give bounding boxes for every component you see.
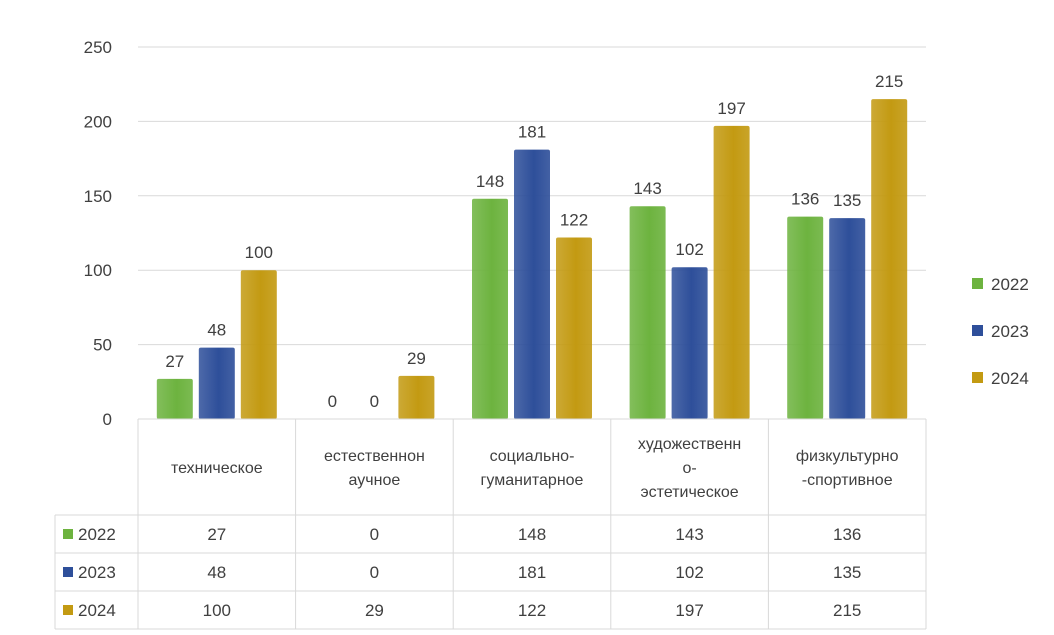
category-label: художественн xyxy=(638,436,741,453)
bar xyxy=(671,267,708,419)
legend-swatch xyxy=(972,325,983,336)
table-series-name: 2024 xyxy=(78,601,116,620)
bar xyxy=(871,99,908,419)
category-label: физкультурно xyxy=(796,448,899,465)
category-label: техническое xyxy=(171,460,263,477)
table-series-key xyxy=(63,605,73,615)
category-label: аучное xyxy=(349,472,401,489)
bar xyxy=(787,216,824,419)
table-cell: 197 xyxy=(675,601,703,620)
table-series-name: 2023 xyxy=(78,563,116,582)
legend-label: 2022 xyxy=(991,275,1029,294)
y-tick-label: 0 xyxy=(103,410,112,429)
data-label: 0 xyxy=(370,392,379,411)
data-label: 0 xyxy=(328,392,337,411)
table-series-key xyxy=(63,529,73,539)
bar xyxy=(829,218,866,419)
data-label: 143 xyxy=(633,179,661,198)
table-cell: 100 xyxy=(203,601,231,620)
legend-label: 2023 xyxy=(991,322,1029,341)
table-cell: 29 xyxy=(365,601,384,620)
data-label: 48 xyxy=(207,321,226,340)
data-label: 136 xyxy=(791,190,819,209)
table-cell: 143 xyxy=(675,525,703,544)
category-label: естественнон xyxy=(324,448,425,465)
y-tick-label: 150 xyxy=(84,187,112,206)
y-tick-label: 50 xyxy=(93,336,112,355)
legend-swatch xyxy=(972,278,983,289)
legend-label: 2024 xyxy=(991,369,1029,388)
category-label: социально- xyxy=(490,448,575,465)
bar xyxy=(398,375,435,419)
data-label: 148 xyxy=(476,172,504,191)
legend-swatch xyxy=(972,372,983,383)
data-label: 215 xyxy=(875,72,903,91)
data-label: 102 xyxy=(675,240,703,259)
table-cell: 27 xyxy=(207,525,226,544)
table-series-name: 2022 xyxy=(78,525,116,544)
table-cell: 48 xyxy=(207,563,226,582)
table-cell: 148 xyxy=(518,525,546,544)
bar xyxy=(713,125,750,419)
category-label: гуманитарное xyxy=(481,472,584,489)
bar xyxy=(629,206,666,419)
bar xyxy=(198,347,235,419)
table-cell: 0 xyxy=(370,525,379,544)
category-label: эстетическое xyxy=(641,484,739,501)
table-cell: 136 xyxy=(833,525,861,544)
data-label: 27 xyxy=(165,352,184,371)
bar xyxy=(472,198,508,419)
bar xyxy=(514,149,550,419)
table-cell: 215 xyxy=(833,601,861,620)
table-series-key xyxy=(63,567,73,577)
data-label: 181 xyxy=(518,123,546,142)
y-tick-label: 250 xyxy=(84,38,112,57)
data-label: 100 xyxy=(245,243,273,262)
data-label: 29 xyxy=(407,349,426,368)
table-cell: 102 xyxy=(675,563,703,582)
table-cell: 122 xyxy=(518,601,546,620)
data-label: 197 xyxy=(717,99,745,118)
data-label: 135 xyxy=(833,191,861,210)
category-label: о- xyxy=(682,460,696,477)
data-label: 122 xyxy=(560,210,588,229)
y-tick-label: 200 xyxy=(84,112,112,131)
table-cell: 135 xyxy=(833,563,861,582)
y-tick-label: 100 xyxy=(84,261,112,280)
table-cell: 181 xyxy=(518,563,546,582)
table-cell: 0 xyxy=(370,563,379,582)
bar xyxy=(240,270,277,419)
bar xyxy=(556,237,592,419)
bar xyxy=(156,378,193,419)
category-label: -спортивное xyxy=(802,472,893,489)
